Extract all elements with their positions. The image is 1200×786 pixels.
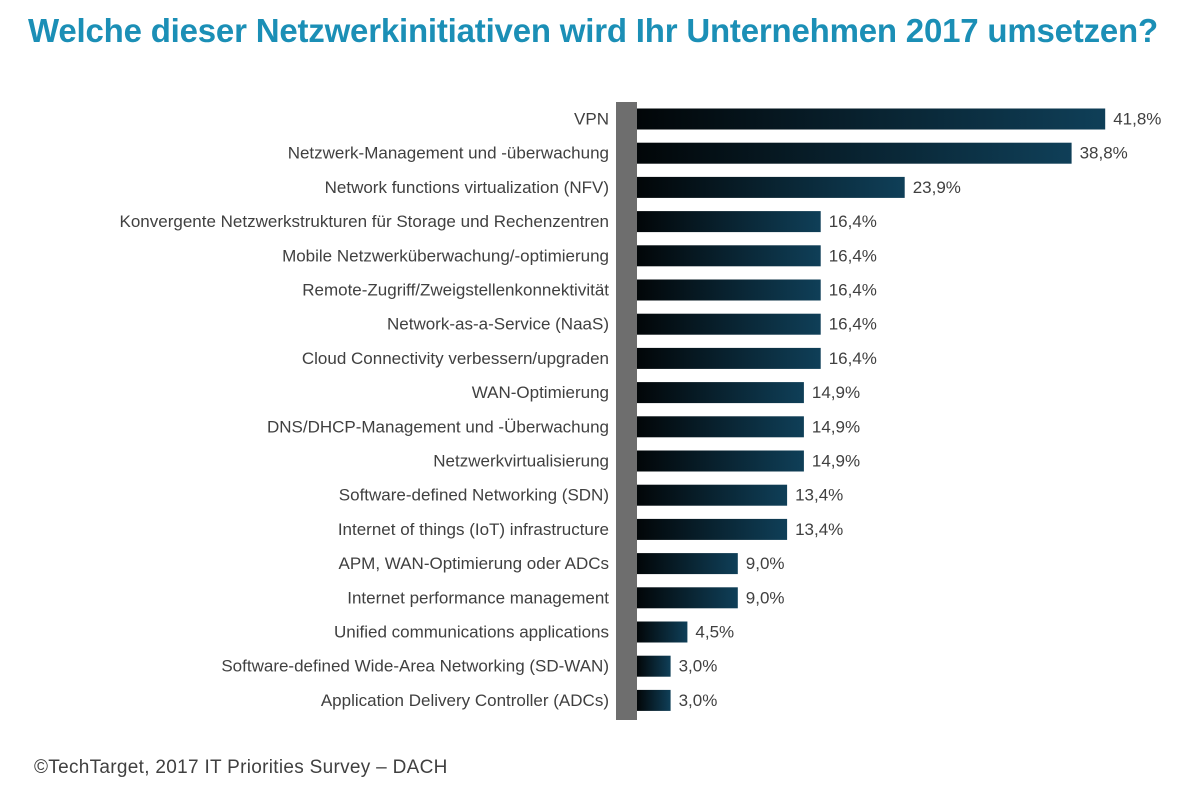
bar [637,382,804,404]
category-label: Cloud Connectivity verbessern/upgraden [302,349,609,368]
bar [637,450,804,472]
value-label: 16,4% [829,281,877,300]
category-label: Network-as-a-Service (NaaS) [387,315,609,334]
value-label: 13,4% [795,520,843,539]
category-label: Internet performance management [347,588,609,607]
bar [637,211,821,233]
value-label: 14,9% [812,452,860,471]
bar [637,279,821,301]
category-labels-group: VPN Netzwerk-Management und -überwachung N… [120,110,610,710]
bar [637,484,788,506]
bar [637,245,821,267]
category-label: Software-defined Wide-Area Networking (S… [221,657,609,676]
bar [637,176,905,198]
value-labels-group: 41,8% 38,8% 23,9% 16,4% 16,4% 16,4% 16,4% 16,4%… [679,110,1162,710]
category-label: Netzwerk-Management und -überwachung [288,144,609,163]
bar [637,518,788,540]
value-label: 14,9% [812,417,860,436]
value-label: 4,5% [695,623,734,642]
bar [637,587,738,609]
category-label: Mobile Netzwerküberwachung/-optimierung [282,246,609,265]
category-label: Network functions virtualization (NFV) [325,178,609,197]
category-label: VPN [574,110,609,129]
category-label: Konvergente Netzwerkstrukturen für Stora… [120,212,610,231]
category-label: DNS/DHCP-Management und -Überwachung [267,417,609,436]
value-label: 14,9% [812,383,860,402]
value-label: 16,4% [829,349,877,368]
value-label: 3,0% [679,691,718,710]
value-label: 3,0% [679,657,718,676]
category-label: Unified communications applications [334,623,609,642]
bars-group [637,108,1106,711]
value-label: 16,4% [829,315,877,334]
bar [637,416,804,438]
category-label: Software-defined Networking (SDN) [339,486,609,505]
bar [637,655,671,677]
category-axis-bar [616,102,637,720]
category-label: Remote-Zugriff/Zweigstellenkonnektivität [302,281,609,300]
value-label: 16,4% [829,212,877,231]
chart-title: Welche dieser Netzwerkinitiativen wird I… [28,12,1158,49]
category-label: WAN-Optimierung [472,383,609,402]
bar [637,347,821,369]
value-label: 41,8% [1113,110,1161,129]
category-label: APM, WAN-Optimierung oder ADCs [339,554,610,573]
bar [637,621,688,643]
category-label: Internet of things (IoT) infrastructure [338,520,609,539]
bar [637,553,738,575]
value-label: 13,4% [795,486,843,505]
value-label: 16,4% [829,246,877,265]
bar [637,108,1106,130]
category-label: Application Delivery Controller (ADCs) [321,691,609,710]
source-note: ©TechTarget, 2017 IT Priorities Survey –… [34,757,448,778]
category-label: Netzwerkvirtualisierung [433,452,609,471]
value-label: 23,9% [913,178,961,197]
value-label: 38,8% [1080,144,1128,163]
bar [637,689,671,711]
value-label: 9,0% [746,588,785,607]
value-label: 9,0% [746,554,785,573]
bar [637,142,1072,164]
bar [637,313,821,335]
